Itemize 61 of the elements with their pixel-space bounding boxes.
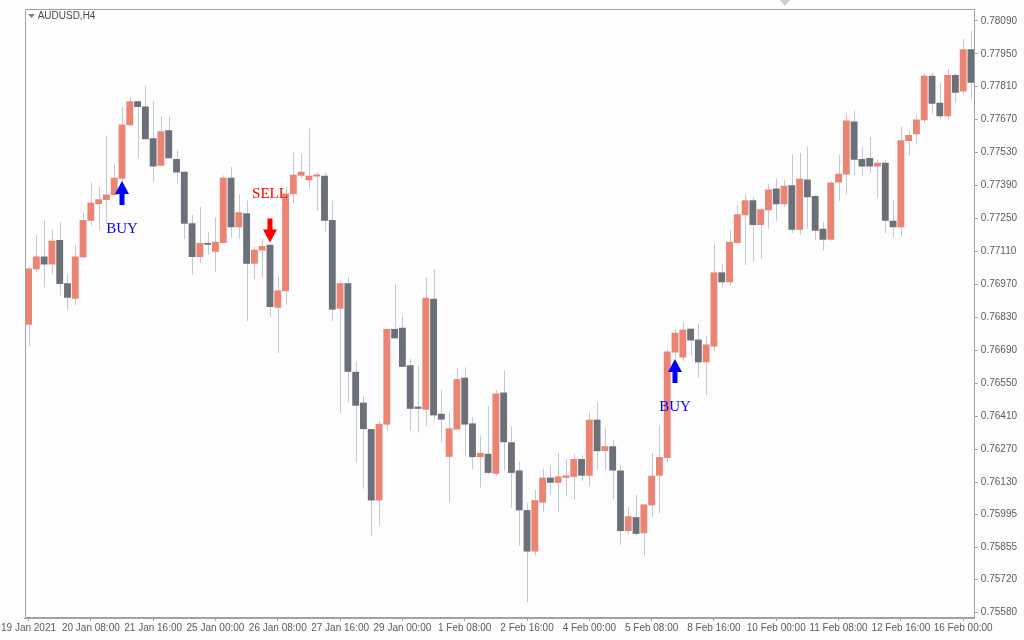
candlestick (134, 100, 142, 159)
y-tick-label: 0.76970 (980, 278, 1018, 290)
y-tick-label: 0.75995 (980, 508, 1018, 520)
y-tick-label: 0.77390 (980, 179, 1018, 191)
candlestick (204, 231, 212, 255)
x-tick-label: 25 Jan 00:00 (186, 621, 245, 633)
y-tick-label: 0.76130 (980, 476, 1018, 488)
candlestick (687, 328, 694, 357)
candlestick (48, 229, 56, 275)
candlestick (250, 246, 258, 280)
chart-title: AUDUSD,H4 (37, 9, 96, 21)
candlestick (835, 154, 842, 202)
x-tick-label: 10 Feb 00:00 (746, 621, 807, 633)
x-tick-label: 20 Jan 08:00 (61, 621, 121, 633)
data-label: SELL (252, 185, 288, 202)
x-tick-label: 1 Feb 08:00 (438, 621, 492, 633)
y-tick-label: 0.75580 (980, 605, 1018, 617)
candlestick (196, 206, 204, 264)
candlestick (951, 72, 959, 104)
candlestick (578, 454, 585, 482)
x-tick-label: 4 Feb 00:00 (562, 621, 617, 633)
candlestick (772, 178, 780, 222)
y-tick-label: 0.75855 (980, 541, 1018, 553)
x-tick-label: 11 Feb 08:00 (809, 621, 869, 633)
y-tick-label: 0.76830 (980, 311, 1018, 323)
y-tick-label: 0.76410 (980, 410, 1018, 422)
y-tick-label: 0.76550 (980, 377, 1018, 389)
candlestick (546, 465, 554, 496)
data-label: BUY (106, 219, 139, 236)
x-tick-label: 12 Feb 16:00 (871, 621, 931, 633)
x-tick-label: 21 Jan 16:00 (124, 621, 183, 633)
candlestick (718, 264, 726, 288)
x-tick-label: 19 Jan 2021 (1, 621, 57, 633)
candlestick (694, 323, 702, 379)
x-tick-label: 29 Jan 00:00 (373, 621, 432, 633)
candlestick (624, 506, 632, 536)
x-tick-label: 16 Feb 00:00 (933, 621, 994, 633)
y-tick-label: 0.77250 (980, 212, 1018, 224)
x-tick-label: 8 Feb 16:00 (687, 621, 742, 633)
y-tick-label: 0.75720 (980, 572, 1018, 584)
candlestick (258, 238, 266, 278)
x-tick-label: 5 Feb 08:00 (624, 621, 679, 633)
candlestick (874, 159, 881, 198)
y-tick-label: 0.77810 (980, 80, 1018, 92)
y-tick-label: 0.76690 (980, 344, 1018, 356)
y-tick-label: 0.78090 (980, 14, 1018, 26)
candlestick (173, 149, 180, 185)
candlestick (40, 219, 48, 288)
x-tick-label: 27 Jan 16:00 (311, 621, 370, 633)
y-tick-label: 0.77110 (980, 245, 1017, 257)
y-tick-label: 0.77530 (980, 146, 1018, 158)
candlestick (235, 193, 243, 240)
candlestick (32, 234, 40, 273)
y-tick-label: 0.77950 (980, 47, 1018, 59)
data-label: BUY (659, 398, 691, 415)
candlestick (476, 434, 484, 488)
x-tick-label: 2 Feb 16:00 (500, 621, 555, 633)
y-tick-label: 0.77670 (980, 113, 1018, 125)
y-tick-label: 0.76270 (980, 443, 1018, 455)
candlestick (601, 426, 609, 471)
x-tick-label: 26 Jan 08:00 (248, 621, 308, 633)
